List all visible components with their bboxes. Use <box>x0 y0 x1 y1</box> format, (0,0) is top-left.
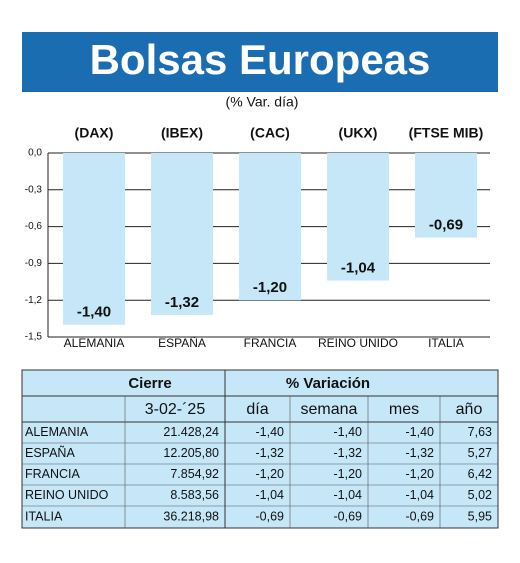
row-label: ITALIA <box>25 509 63 523</box>
index-label: (CAC) <box>250 125 290 141</box>
table-header: Cierre <box>128 375 171 392</box>
y-tick-label: 0,0 <box>28 148 42 159</box>
bar <box>327 153 389 281</box>
index-label: (FTSE MIB) <box>409 125 484 141</box>
x-tick-label: ALEMANIA <box>64 336 125 350</box>
table-cell: 36.218,98 <box>163 509 219 523</box>
table-cell: 7,63 <box>468 425 492 439</box>
table-cell: -1,04 <box>256 488 285 502</box>
table-cell: 12.205,80 <box>163 446 219 460</box>
y-tick-label: -0,3 <box>25 184 43 195</box>
table-cell: 6,42 <box>468 467 492 481</box>
table-cell: -1,32 <box>256 446 285 460</box>
table-cell: -1,40 <box>256 425 285 439</box>
y-tick-label: -0,6 <box>25 221 43 232</box>
bar <box>151 153 213 315</box>
table-cell: 5,27 <box>468 446 492 460</box>
title: Bolsas Europeas <box>90 36 431 83</box>
y-tick-label: -0,9 <box>25 258 43 269</box>
bar <box>415 153 477 238</box>
value-label: -0,69 <box>429 217 463 234</box>
table-cell: -1,40 <box>334 425 363 439</box>
table-cell: 7.854,92 <box>170 467 219 481</box>
column-header: mes <box>389 401 419 418</box>
table-cell: -1,40 <box>406 425 435 439</box>
table-cell: -1,04 <box>406 488 435 502</box>
table-cell: -1,20 <box>406 467 435 481</box>
column-header: año <box>456 401 483 418</box>
table-cell: -1,20 <box>334 467 363 481</box>
table-cell: -1,32 <box>334 446 363 460</box>
column-header: 3-02-´25 <box>145 401 206 418</box>
table-header: % Variación <box>286 375 370 392</box>
title-banner <box>22 32 498 92</box>
row-label: FRANCIA <box>25 467 81 481</box>
x-tick-label: REINO UNIDO <box>318 336 398 350</box>
table-cell: 5,95 <box>468 509 492 523</box>
table-cell: -1,04 <box>334 488 363 502</box>
table-cell: 5,02 <box>468 488 492 502</box>
x-tick-label: FRANCIA <box>244 336 297 350</box>
row-label: REINO UNIDO <box>25 488 109 502</box>
table-cell: -0,69 <box>334 509 363 523</box>
y-tick-label: -1,2 <box>25 295 43 306</box>
value-label: -1,04 <box>341 260 376 277</box>
x-tick-label: ESPAÑA <box>158 336 206 350</box>
bar <box>63 153 125 325</box>
row-label: ALEMANIA <box>25 425 89 439</box>
value-label: -1,20 <box>253 279 287 296</box>
row-label: ESPAÑA <box>25 446 75 460</box>
table-cell: 21.428,24 <box>163 425 219 439</box>
table-cell: -0,69 <box>406 509 435 523</box>
x-tick-label: ITALIA <box>428 336 464 350</box>
index-label: (UKX) <box>339 125 378 141</box>
subtitle: (% Var. día) <box>226 94 299 110</box>
index-label: (DAX) <box>75 125 114 141</box>
column-header: día <box>246 401 268 418</box>
table-cell: -0,69 <box>256 509 285 523</box>
value-label: -1,32 <box>165 294 199 311</box>
value-label: -1,40 <box>77 304 111 321</box>
table-cell: -1,20 <box>256 467 285 481</box>
y-tick-label: -1,5 <box>25 332 43 343</box>
column-header: semana <box>301 401 358 418</box>
bar <box>239 153 301 301</box>
table-cell: -1,32 <box>406 446 435 460</box>
index-label: (IBEX) <box>161 125 203 141</box>
table-cell: 8.583,56 <box>170 488 219 502</box>
